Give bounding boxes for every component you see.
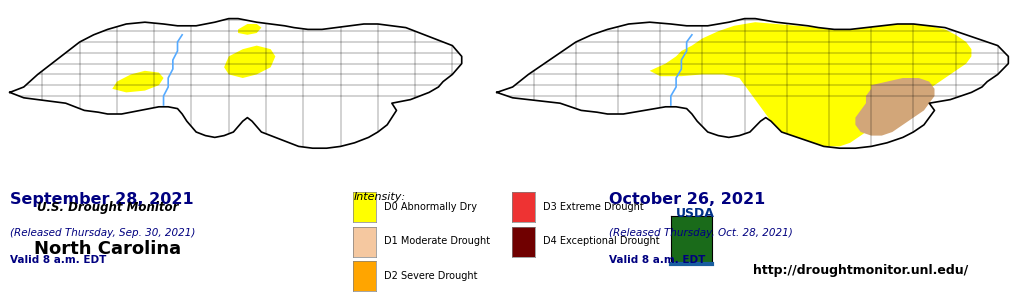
Text: (Released Thursday, Oct. 28, 2021): (Released Thursday, Oct. 28, 2021) xyxy=(609,228,793,238)
Text: Valid 8 a.m. EDT: Valid 8 a.m. EDT xyxy=(10,255,106,265)
Polygon shape xyxy=(855,78,935,136)
Text: September 28, 2021: September 28, 2021 xyxy=(10,192,194,207)
Polygon shape xyxy=(497,19,1009,148)
Polygon shape xyxy=(756,24,781,35)
Text: D4 Exceptional Drought: D4 Exceptional Drought xyxy=(543,236,659,247)
Polygon shape xyxy=(10,19,462,148)
Text: North Carolina: North Carolina xyxy=(34,240,181,258)
Text: D1 Moderate Drought: D1 Moderate Drought xyxy=(384,236,490,247)
Polygon shape xyxy=(10,19,462,148)
Text: D2 Severe Drought: D2 Severe Drought xyxy=(384,271,477,281)
Polygon shape xyxy=(497,19,1009,148)
Text: U.S. Drought Monitor: U.S. Drought Monitor xyxy=(37,201,178,214)
Text: Valid 8 a.m. EDT: Valid 8 a.m. EDT xyxy=(609,255,706,265)
Polygon shape xyxy=(649,22,972,146)
Polygon shape xyxy=(238,24,261,35)
Polygon shape xyxy=(224,46,275,78)
Polygon shape xyxy=(113,71,164,92)
Text: D3 Extreme Drought: D3 Extreme Drought xyxy=(543,202,643,212)
Text: D0 Abnormally Dry: D0 Abnormally Dry xyxy=(384,202,477,212)
Text: (Released Thursday, Sep. 30, 2021): (Released Thursday, Sep. 30, 2021) xyxy=(10,228,196,238)
Text: http://droughtmonitor.unl.edu/: http://droughtmonitor.unl.edu/ xyxy=(753,264,968,277)
Text: October 26, 2021: October 26, 2021 xyxy=(609,192,766,207)
Text: Intensity:: Intensity: xyxy=(353,192,406,202)
Text: USDA: USDA xyxy=(676,207,715,220)
